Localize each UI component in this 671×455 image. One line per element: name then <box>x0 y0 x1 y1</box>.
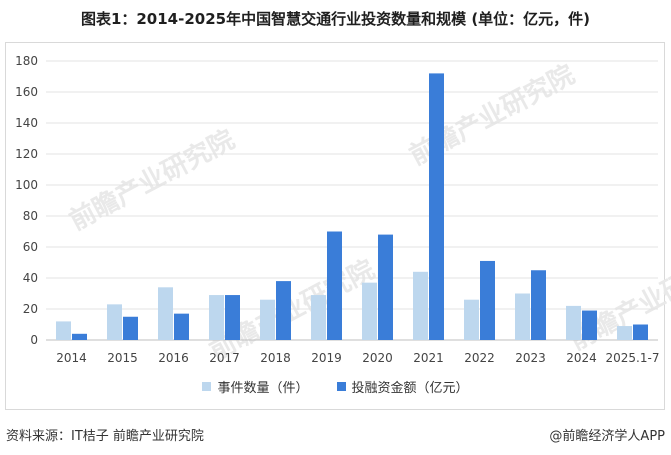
x-tick-label: 2015 <box>107 351 138 365</box>
legend: 事件数量（件） 投融资金额（亿元） <box>0 377 671 396</box>
y-tick-label: 60 <box>23 240 38 254</box>
bar-amount <box>174 313 189 340</box>
bar-amount <box>378 234 393 340</box>
legend-swatch-amount <box>336 382 346 391</box>
chart-title: 图表1：2014-2025年中国智慧交通行业投资数量和规模 (单位：亿元，件) <box>80 10 591 28</box>
bar-amount <box>633 324 648 340</box>
bar-events <box>158 287 173 340</box>
legend-swatch-events <box>202 382 212 391</box>
x-tick-label: 2024 <box>566 351 597 365</box>
x-tick-label: 2022 <box>464 351 495 365</box>
y-tick-label: 180 <box>15 54 38 68</box>
x-tick-label: 2014 <box>56 351 87 365</box>
legend-item-amount: 投融资金额（亿元） <box>336 377 469 396</box>
y-tick-label: 140 <box>15 116 38 130</box>
bar-amount <box>276 281 291 340</box>
bar-amount <box>327 231 342 340</box>
bar-events <box>56 321 71 340</box>
bar-events <box>413 271 428 340</box>
x-tick-label: 2017 <box>209 351 240 365</box>
bar-events <box>362 282 377 340</box>
legend-item-events: 事件数量（件） <box>202 377 309 396</box>
bar-amount <box>123 316 138 340</box>
x-tick-label: 2020 <box>362 351 393 365</box>
x-tick-label: 2021 <box>413 351 444 365</box>
legend-label-amount: 投融资金额（亿元） <box>351 381 469 396</box>
y-tick-label: 160 <box>15 85 38 99</box>
y-tick-label: 40 <box>23 271 38 285</box>
legend-label-events: 事件数量（件） <box>217 381 309 396</box>
bar-events <box>617 326 632 340</box>
bar-amount <box>429 73 444 341</box>
bar-amount <box>225 295 240 340</box>
bar-amount <box>480 260 495 340</box>
bar-events <box>260 299 275 340</box>
y-tick-label: 20 <box>23 302 38 316</box>
bar-events <box>464 299 479 340</box>
bar-amount <box>582 310 597 340</box>
x-tick-label: 2018 <box>260 351 291 365</box>
bar-events <box>311 295 326 340</box>
y-tick-label: 120 <box>15 147 38 161</box>
y-tick-label: 100 <box>15 178 38 192</box>
x-tick-label: 2019 <box>311 351 342 365</box>
bar-amount <box>72 333 87 340</box>
x-tick-label: 2016 <box>158 351 189 365</box>
y-tick-label: 80 <box>23 209 38 223</box>
brand-credit: @前瞻经济学人APP <box>549 429 665 444</box>
chart-frame <box>5 42 665 410</box>
x-tick-label: 2023 <box>515 351 546 365</box>
bar-events <box>209 295 224 340</box>
bar-events <box>566 305 581 340</box>
bar-amount <box>531 270 546 340</box>
x-tick-label: 2025.1-7 <box>606 351 660 365</box>
bar-events <box>515 293 530 340</box>
bar-events <box>107 304 122 340</box>
source-note: 资料来源：IT桔子 前瞻产业研究院 <box>6 429 204 444</box>
y-tick-label: 0 <box>30 333 38 347</box>
